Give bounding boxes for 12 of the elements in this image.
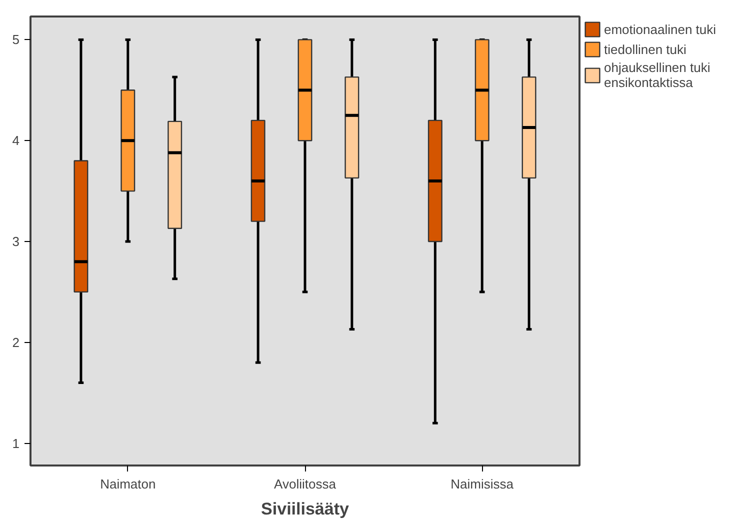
y-tick-label: 4 [12, 133, 20, 148]
y-tick-label: 3 [12, 234, 20, 250]
x-tick-label: Naimaton [100, 476, 156, 492]
x-tick-label: Avoliitossa [274, 476, 337, 492]
y-tick-label: 5 [12, 32, 20, 48]
x-axis-title: Siviilisääty [261, 500, 350, 518]
legend-label: emotionaalinen tuki [604, 20, 716, 38]
y-tick-label: 2 [12, 334, 20, 350]
legend-label: ohjauksellinen tuki ensikontaktissa [604, 60, 710, 90]
x-tick-label: Naimisissa [450, 476, 514, 492]
y-tick-label: 1 [12, 436, 20, 451]
legend-label: tiedollinen tuki [604, 40, 686, 58]
